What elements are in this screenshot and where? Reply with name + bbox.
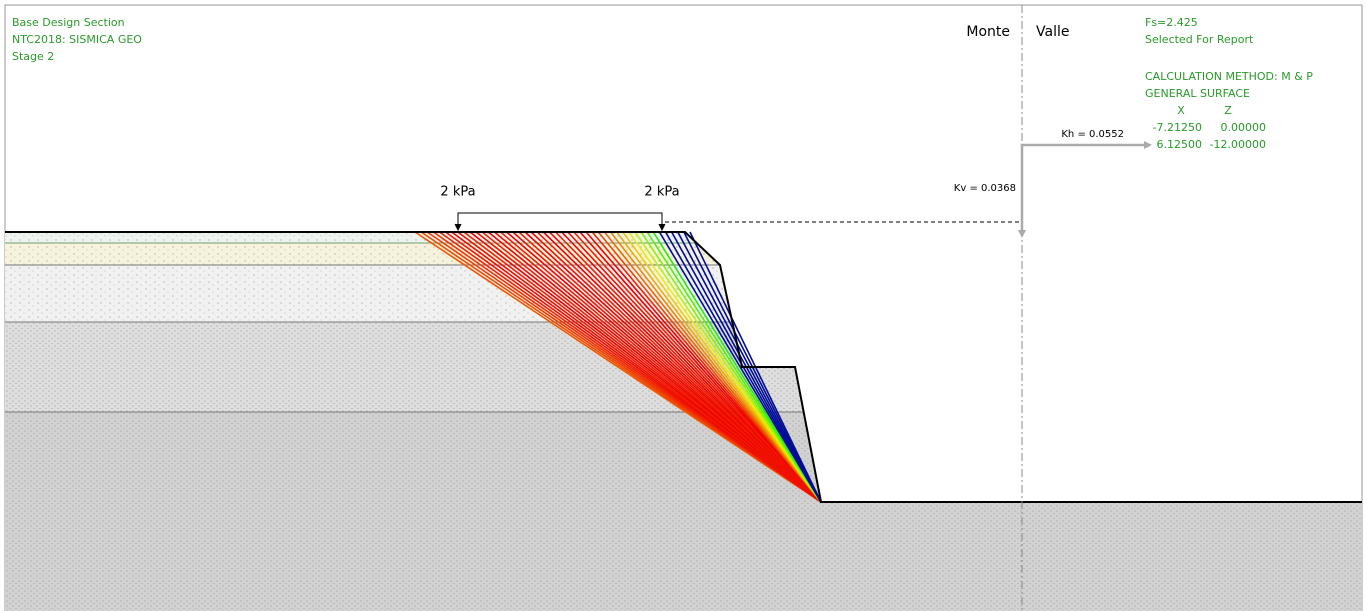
column-header: X (1177, 104, 1185, 117)
surface-type: GENERAL SURFACE (1145, 87, 1250, 100)
analysis-view: Base Design Section NTC2018: SISMICA GEO… (0, 0, 1367, 611)
kv-label: Kv = 0.0368 (954, 183, 1016, 194)
side-label: Monte (966, 24, 1010, 40)
calc-method: CALCULATION METHOD: M & P (1145, 70, 1313, 83)
coord-x: -7.21250 (1153, 121, 1202, 134)
coord-x: 6.12500 (1157, 138, 1203, 151)
load-label: 2 kPa (644, 185, 679, 200)
header-line: NTC2018: SISMICA GEO (12, 33, 142, 46)
coord-z: -12.00000 (1210, 138, 1266, 151)
side-label: Valle (1036, 24, 1069, 40)
coord-z: 0.00000 (1221, 121, 1267, 134)
safety-factor: Fs=2.425 (1145, 16, 1198, 29)
header-line: Stage 2 (12, 50, 54, 63)
header-line: Base Design Section (12, 16, 125, 29)
column-header: Z (1224, 104, 1232, 117)
load-label: 2 kPa (440, 185, 475, 200)
kh-label: Kh = 0.0552 (1061, 129, 1124, 140)
report-status: Selected For Report (1145, 33, 1254, 46)
